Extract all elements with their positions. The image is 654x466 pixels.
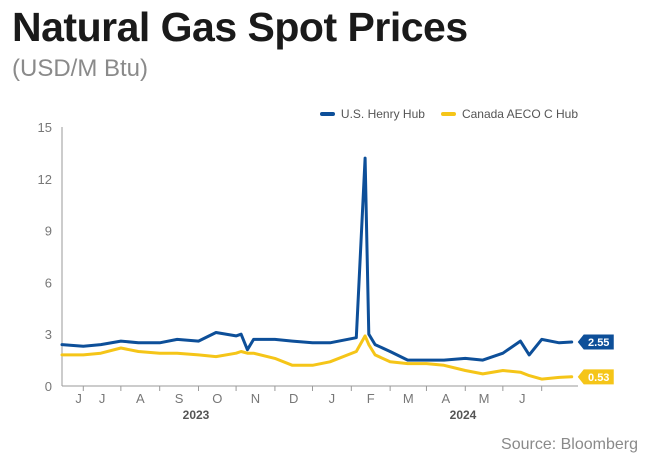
legend-item-henry-hub: U.S. Henry Hub — [319, 107, 425, 121]
x-tick-label: A — [136, 391, 145, 406]
chart-subtitle: (USD/M Btu) — [12, 55, 149, 82]
y-tick-label: 3 — [45, 327, 52, 342]
end-tag-henry-hub — [577, 334, 614, 350]
x-tick-label: A — [442, 391, 451, 406]
series-line-henry-hub — [60, 156, 574, 362]
x-tick-label: M — [479, 391, 490, 406]
legend-label-henry-hub: U.S. Henry Hub — [340, 107, 425, 121]
y-tick-label: 0 — [45, 379, 52, 394]
y-tick-label: 6 — [45, 275, 52, 290]
x-tick-label: N — [251, 391, 260, 406]
y-tick-label: 9 — [45, 224, 52, 239]
chart-title: Natural Gas Spot Prices — [12, 4, 468, 50]
y-tick-label: 12 — [38, 172, 52, 187]
x-year-label: 2023 — [183, 408, 210, 422]
x-tick-label: S — [175, 391, 184, 406]
x-tick-label: M — [403, 391, 414, 406]
end-value-label-henry-hub: 2.55 — [588, 337, 609, 349]
x-tick-label: D — [289, 391, 298, 406]
legend: U.S. Henry Hub Canada AECO C Hub — [319, 107, 578, 121]
end-tag-aeco — [577, 369, 614, 385]
legend-swatch-henry-hub — [319, 112, 335, 116]
legend-label-aeco: Canada AECO C Hub — [461, 107, 578, 121]
y-tick-label: 15 — [38, 120, 52, 135]
x-year-label: 2024 — [450, 408, 477, 422]
x-tick-label: J — [99, 391, 106, 406]
x-tick-label: J — [519, 391, 526, 406]
legend-item-aeco: Canada AECO C Hub — [440, 107, 578, 121]
x-tick-label: F — [367, 391, 375, 406]
x-tick-label: J — [75, 391, 82, 406]
series-line-aeco — [60, 334, 574, 381]
x-tick-label: O — [212, 391, 222, 406]
source-note: Source: Bloomberg — [501, 436, 638, 453]
legend-swatch-aeco — [440, 112, 456, 116]
x-tick-label: J — [329, 391, 336, 406]
end-value-label-aeco: 0.53 — [588, 372, 609, 384]
